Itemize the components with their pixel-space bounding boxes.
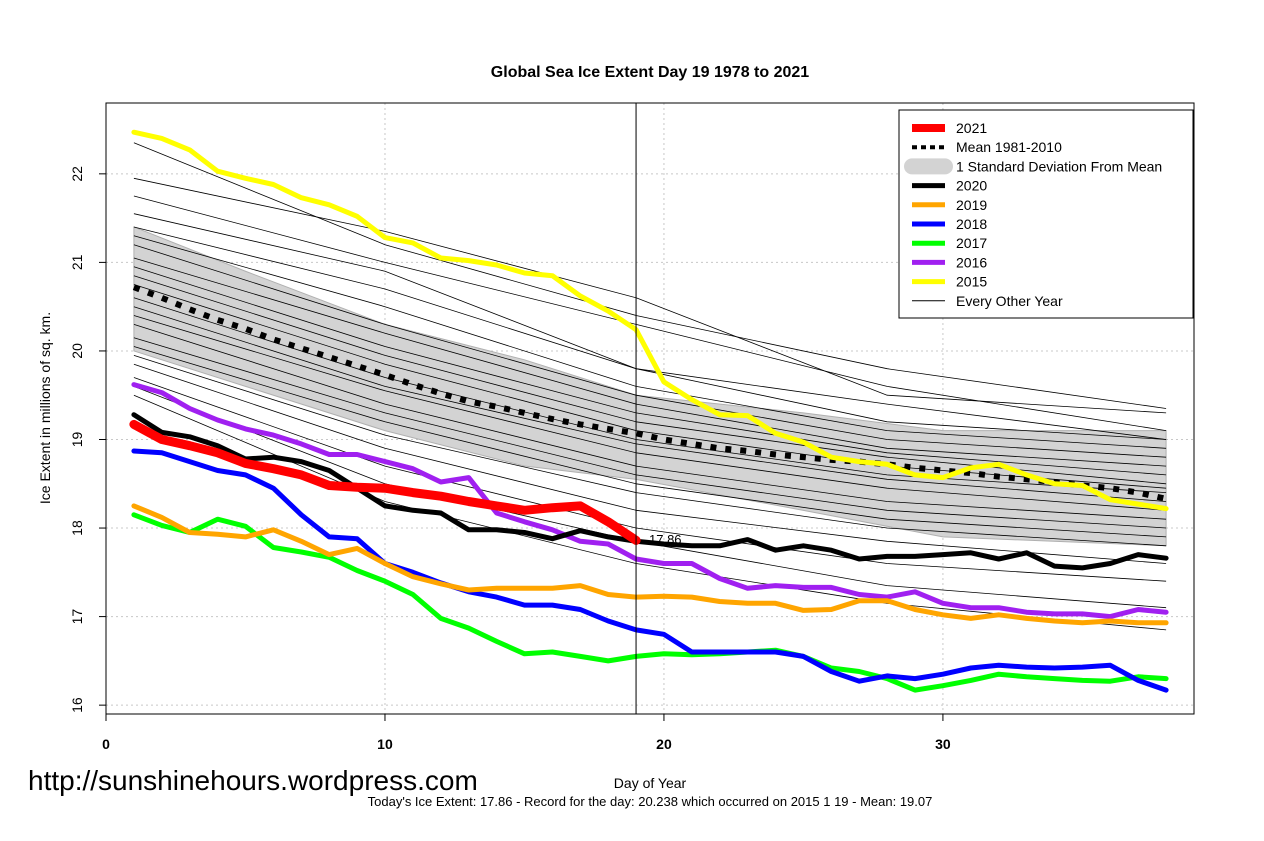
y-axis-ticks: 16 17 18 19 20 21 22 (69, 166, 106, 713)
y-axis-label: Ice Extent in millions of sq. km. (37, 312, 53, 504)
legend-box (898, 109, 1194, 319)
legend: 2021 Mean 1981-2010 1 Standard Deviation F… (898, 109, 1194, 319)
legend-label: 2018 (956, 216, 987, 232)
y-tick-label: 18 (69, 520, 85, 536)
legend-label: Mean 1981-2010 (956, 139, 1062, 155)
x-tick-label: 30 (935, 736, 951, 752)
y-tick-label: 17 (69, 609, 85, 625)
highlighted-series (129, 129, 1169, 693)
series-line-2019 (131, 503, 1169, 626)
legend-label: 2019 (956, 197, 987, 213)
legend-label: 2017 (956, 235, 987, 251)
chart-title: Global Sea Ice Extent Day 19 1978 to 202… (491, 64, 809, 81)
legend-label: 1 Standard Deviation From Mean (956, 158, 1162, 174)
x-tick-label: 20 (656, 736, 672, 752)
series-line-2015 (131, 129, 1169, 512)
x-tick-label: 0 (102, 736, 110, 752)
y-tick-label: 19 (69, 431, 85, 447)
x-axis-ticks: 0 10 20 30 (102, 714, 951, 752)
y-tick-label: 16 (69, 697, 85, 713)
series-line-2020 (131, 412, 1169, 571)
footer-summary: Today's Ice Extent: 17.86 - Record for t… (368, 794, 933, 809)
y-tick-label: 22 (69, 166, 85, 182)
y-tick-label: 20 (69, 343, 85, 359)
legend-label: 2020 (956, 178, 987, 194)
watermark-url: http://sunshinehours.wordpress.com (28, 765, 478, 796)
plot-border (105, 102, 1195, 715)
y-tick-label: 21 (69, 254, 85, 270)
current-value-label: 17.86 (649, 532, 682, 547)
legend-label: 2021 (956, 120, 987, 136)
legend-label: Every Other Year (956, 293, 1063, 309)
series-line-2016 (131, 382, 1169, 620)
series-line-2021 (129, 419, 641, 545)
series-line-2017 (131, 512, 1169, 693)
series-line-2018 (131, 448, 1169, 693)
x-axis-label: Day of Year (614, 775, 687, 791)
legend-label: 2016 (956, 254, 987, 270)
x-tick-label: 10 (377, 736, 393, 752)
legend-label: 2015 (956, 274, 987, 290)
series-line-mean-1981-2010 (132, 284, 1167, 502)
